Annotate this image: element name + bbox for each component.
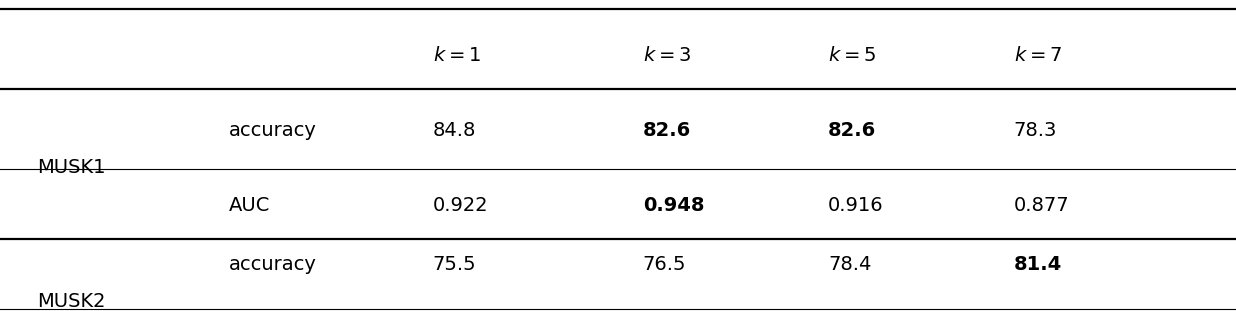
Text: AUC: AUC <box>229 196 269 215</box>
Text: MUSK1: MUSK1 <box>37 158 105 178</box>
Text: 84.8: 84.8 <box>433 121 476 140</box>
Text: 0.948: 0.948 <box>643 196 705 215</box>
Text: $k = 5$: $k = 5$ <box>828 46 876 66</box>
Text: accuracy: accuracy <box>229 121 316 140</box>
Text: 82.6: 82.6 <box>643 121 691 140</box>
Text: 78.4: 78.4 <box>828 255 871 274</box>
Text: 82.6: 82.6 <box>828 121 876 140</box>
Text: 0.877: 0.877 <box>1014 196 1069 215</box>
Text: 81.4: 81.4 <box>1014 255 1062 274</box>
Text: 75.5: 75.5 <box>433 255 476 274</box>
Text: $k = 1$: $k = 1$ <box>433 46 481 66</box>
Text: 0.922: 0.922 <box>433 196 488 215</box>
Text: accuracy: accuracy <box>229 255 316 274</box>
Text: $k = 7$: $k = 7$ <box>1014 46 1062 66</box>
Text: 76.5: 76.5 <box>643 255 686 274</box>
Text: MUSK2: MUSK2 <box>37 292 105 311</box>
Text: 78.3: 78.3 <box>1014 121 1057 140</box>
Text: 0.916: 0.916 <box>828 196 884 215</box>
Text: $k = 3$: $k = 3$ <box>643 46 691 66</box>
